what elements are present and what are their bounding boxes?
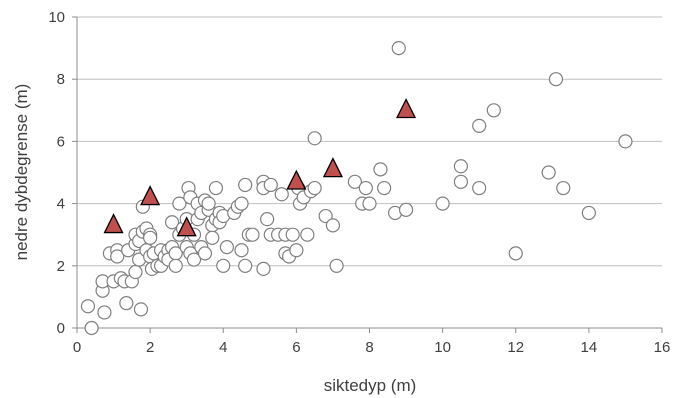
y-tick-label-5: 10 [48,9,65,26]
x-tick-label-7: 14 [581,339,598,356]
circle-point-14 [128,264,143,280]
y-tick-label-2: 4 [57,196,65,213]
circle-point-54 [197,246,213,261]
circle-point-0 [80,299,96,314]
circle-point-96 [329,258,344,273]
circle-point-86 [289,243,304,258]
triangle-point-5 [396,98,417,119]
x-tick-label-1: 2 [146,339,154,356]
y-tick-label-0: 0 [57,320,65,337]
circle-point-111 [486,103,501,118]
circle-point-68 [234,196,249,211]
series-triangles [103,98,417,237]
circle-point-38 [168,258,183,273]
circle-point-102 [377,180,392,196]
y-axis-title: nedre dybdegrense (m) [12,84,31,261]
circle-point-8 [110,249,125,264]
circle-point-105 [398,202,414,217]
circle-point-69 [234,243,249,258]
circle-point-100 [362,196,377,211]
circle-point-93 [307,131,322,146]
circle-point-90 [300,227,315,242]
triangle-point-3 [286,169,307,190]
x-tick-label-2: 4 [219,339,227,356]
circle-point-107 [453,159,469,174]
x-tick-label-0: 0 [73,339,81,356]
circle-point-117 [618,134,633,149]
series-circles [80,40,633,336]
circle-point-70 [238,177,253,193]
y-tick-label-4: 8 [57,71,65,88]
circle-point-36 [164,215,180,230]
circle-point-73 [245,227,260,242]
circle-point-97 [347,174,362,189]
circle-point-115 [556,180,571,196]
x-tick-label-3: 6 [292,339,300,356]
y-tick-labels: 0 2 4 6 8 10 [48,9,65,337]
triangle-point-1 [140,185,161,206]
circle-point-77 [260,212,275,227]
circle-point-65 [219,240,235,255]
triangle-point-2 [176,216,197,237]
x-tick-label-6: 12 [507,339,524,356]
circle-point-94 [318,208,333,224]
circle-point-60 [208,180,224,196]
circle-point-99 [358,180,373,196]
circle-point-71 [238,258,253,273]
circle-point-11 [119,296,134,311]
circle-point-101 [373,162,388,177]
x-tick-label-8: 16 [654,339,671,356]
x-tick-label-4: 8 [365,339,373,356]
circle-point-19 [133,302,149,317]
circle-point-58 [205,230,220,245]
gridlines [77,16,662,267]
circle-point-63 [216,258,231,273]
circle-point-108 [453,174,469,189]
circle-point-110 [472,180,487,196]
circle-point-25 [143,230,158,245]
circle-point-116 [581,205,596,221]
circle-point-95 [325,218,341,233]
circle-point-47 [186,252,202,267]
circle-point-81 [274,187,289,202]
axes [72,16,663,333]
circle-point-114 [548,72,564,87]
circle-point-56 [201,196,216,211]
y-tick-label-3: 6 [57,133,65,150]
x-axis-title: siktedyp (m) [324,376,417,395]
circle-point-4 [97,305,112,320]
circle-point-92 [307,180,322,196]
y-tick-label-1: 2 [57,258,65,275]
x-tick-labels: 0 2 4 6 8 10 12 14 16 [73,339,671,356]
x-tick-label-5: 10 [434,339,451,356]
circle-point-106 [435,196,450,211]
circle-point-112 [508,246,523,261]
circle-point-85 [285,227,300,242]
circle-point-78 [263,177,278,193]
circle-point-75 [256,261,271,277]
circle-point-1 [84,320,99,336]
circle-point-40 [172,196,187,211]
circle-point-113 [541,165,556,180]
triangle-point-0 [103,213,124,234]
circle-point-109 [472,118,487,133]
circle-point-104 [391,40,406,56]
triangle-point-4 [322,157,343,178]
